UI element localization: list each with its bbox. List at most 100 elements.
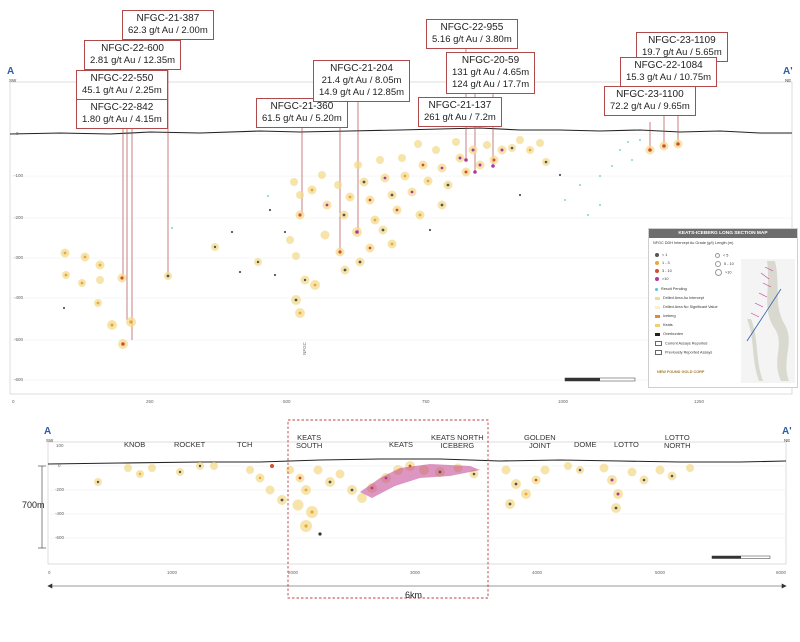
- grade-label: < 1: [662, 253, 668, 257]
- callout-result: 5.16 g/t Au / 3.80m: [432, 34, 512, 45]
- callout-nfgc-22-842: NFGC-22-842 1.80 g/t Au / 4.15m: [76, 99, 168, 129]
- iceberg-swatch: [655, 314, 660, 318]
- upper-surface-profile: [9, 127, 792, 135]
- lower-start-dir: SW: [46, 438, 54, 443]
- callout-hole-id: NFGC-21-387: [136, 13, 200, 24]
- legend-grade-2: 1 - 3: [655, 261, 670, 265]
- lower-x-tick-3: 3000: [410, 570, 421, 575]
- length-label: < 5: [723, 253, 729, 258]
- lower-start-label: A: [44, 426, 52, 437]
- legend-item-pending: Result Pending: [655, 287, 687, 291]
- upper-scale-bar: [564, 377, 636, 382]
- grade-swatch: [655, 277, 659, 281]
- upper-y-tick-2: -200: [14, 215, 24, 220]
- zone-lotto: LOTTO: [614, 440, 639, 449]
- halo-swatch: [655, 296, 660, 300]
- upper-x-tick-3: 750: [422, 399, 430, 404]
- lower-x-tick-6: 6000: [776, 570, 787, 575]
- upper-x-tick-4: 1000: [558, 399, 569, 404]
- upper-y-tick-1: -100: [14, 173, 24, 178]
- upper-y-tick-4: -400: [14, 295, 24, 300]
- callout-hole-id: NFGC-21-204: [330, 63, 393, 74]
- zone-keats-north-iceberg: KEATS NORTH ICEBERG: [431, 433, 484, 450]
- upper-x-tick-5: 1250: [694, 399, 705, 404]
- upper-y-tick-6: -600: [14, 377, 24, 382]
- callout-hole-id: NFGC-21-360: [270, 101, 334, 112]
- callout-result: 131 g/t Au / 4.65m: [452, 67, 530, 78]
- lower-y-tick-0: 100: [56, 443, 64, 448]
- callout-hole-id: NFGC-23-1100: [616, 89, 684, 100]
- callout-nfgc-21-387: NFGC-21-387 62.3 g/t Au / 2.00m: [122, 10, 214, 40]
- inset-land-band-west: [747, 319, 763, 381]
- lower-surface-profile: [47, 458, 787, 465]
- lower-y-tick-4: -600: [55, 535, 65, 540]
- legend-grade-3: 3 - 10: [655, 269, 672, 273]
- callout-nfgc-22-600: NFGC-22-600 2.81 g/t Au / 12.35m: [84, 40, 182, 70]
- upper-end-label: A': [783, 66, 793, 77]
- inset-land-band: [767, 261, 789, 381]
- length-label: 5 - 10: [724, 262, 734, 266]
- lower-y-tick-3: -400: [55, 511, 65, 516]
- legend-item-label: Previously Reported Assays: [665, 350, 713, 355]
- callout-hole-id: NFGC-22-550: [90, 73, 154, 84]
- zone-knob: KNOB: [124, 440, 146, 449]
- length-swatch: [715, 269, 722, 276]
- legend-item-label: Result Pending: [661, 287, 687, 291]
- zone-keats-south: KEATS SOUTH: [296, 433, 323, 450]
- lower-x-tick-4: 4000: [532, 570, 543, 575]
- lower-x-tick-5: 5000: [655, 570, 666, 575]
- upper-x-tick-2: 500: [283, 399, 291, 404]
- lower-x-tick-2: 2000: [288, 570, 299, 575]
- grade-label: 3 - 10: [662, 269, 672, 273]
- callout-hole-id: NFGC-23-1109: [648, 35, 716, 46]
- legend-length-1: < 5: [715, 253, 728, 258]
- legend-grade-1: < 1: [655, 253, 667, 257]
- callout-result: 61.5 g/t Au / 5.20m: [262, 113, 342, 124]
- length-label: 6km: [405, 590, 423, 600]
- upper-x-tick-1: 250: [146, 399, 154, 404]
- pending-results: [171, 139, 641, 229]
- zone-keats: KEATS: [389, 440, 414, 449]
- callout-result: 261 g/t Au / 7.2m: [424, 112, 496, 123]
- depth-dimension: [38, 465, 46, 549]
- callout-result: 45.1 g/t Au / 2.25m: [82, 85, 162, 96]
- callout-nfgc-22-550: NFGC-22-550 45.1 g/t Au / 2.25m: [76, 70, 168, 100]
- keats-iceberg-zone: [360, 464, 480, 498]
- previous-swatch: [655, 350, 662, 355]
- zone-rocket: ROCKET: [174, 440, 206, 449]
- legend-item-overburden: Overburden: [655, 332, 683, 336]
- legend-item-label: Overburden: [663, 332, 684, 336]
- callout-result: 1.80 g/t Au / 4.15m: [82, 114, 162, 125]
- callout-hole-id: NFGC-22-842: [90, 102, 154, 113]
- callout-result: 62.3 g/t Au / 2.00m: [128, 25, 208, 36]
- lower-end-dir: NE: [784, 438, 791, 443]
- legend-item-iceberg: Iceberg: [655, 314, 676, 318]
- callout-nfgc-22-1084: NFGC-22-1084 15.3 g/t Au / 10.75m: [620, 57, 718, 87]
- keats-zone-highlight-box: [287, 419, 489, 599]
- callout-nfgc-23-1100: NFGC-23-1100 72.2 g/t Au / 9.65m: [604, 86, 696, 116]
- callout-hole-id: NFGC-22-955: [440, 22, 504, 33]
- legend-item-label: Drilled Area Au Intercept: [663, 296, 704, 300]
- zone-lotto-north: LOTTO NORTH: [664, 433, 691, 450]
- callout-nfgc-22-955: NFGC-22-955 5.16 g/t Au / 3.80m: [426, 19, 518, 49]
- upper-x-tick-0: 0: [12, 399, 15, 404]
- length-dimension: [47, 583, 787, 589]
- legend-item-keats: Keats: [655, 323, 673, 327]
- grade-swatch: [655, 253, 659, 257]
- upper-y-tick-0: 0: [16, 131, 19, 136]
- upper-end-dir: NE: [785, 78, 792, 83]
- callout-nfgc-20-59: NFGC-20-59 131 g/t Au / 4.65m 124 g/t Au…: [446, 52, 536, 94]
- lower-x-tick-1: 1000: [167, 570, 178, 575]
- depth-label: 700m: [22, 500, 45, 510]
- callout-nfgc-21-360: NFGC-21-360 61.5 g/t Au / 5.20m: [256, 98, 348, 128]
- inset-drillholes: [750, 266, 774, 318]
- legend-title: KEATS-ICEBERG LONG SECTION MAP: [649, 229, 797, 238]
- callout-nfgc-21-204: NFGC-21-204 21.4 g/t Au / 8.05m 14.9 g/t…: [313, 60, 411, 102]
- upper-start-label: A: [7, 66, 15, 77]
- zone-tch: TCH: [237, 440, 253, 449]
- lower-panel-frame: [47, 441, 787, 565]
- upper-intercept-dots: [62, 142, 680, 346]
- length-swatch: [715, 253, 720, 258]
- callout-hole-id: NFGC-20-59: [461, 55, 520, 66]
- current-swatch: [655, 341, 662, 346]
